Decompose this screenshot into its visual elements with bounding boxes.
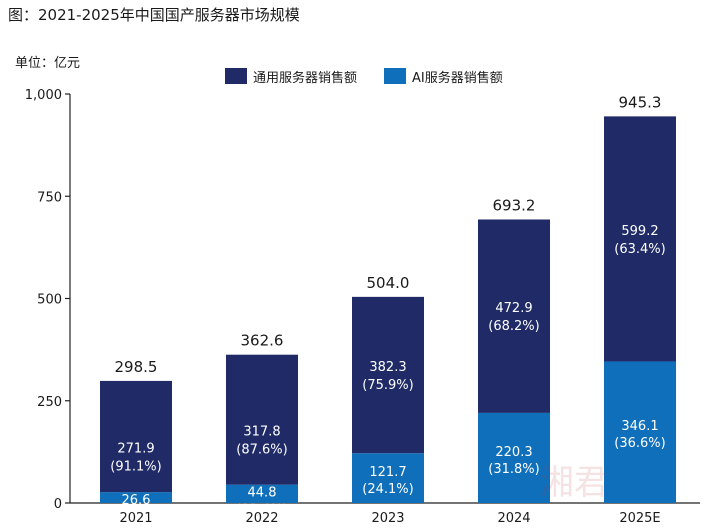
bar-general [604,116,676,362]
total-label: 298.5 [115,358,158,376]
total-label: 362.6 [241,332,284,350]
chart-title: 图：2021-2025年中国国产服务器市场规模 [8,6,300,24]
bar-ai [478,412,550,503]
general-share-label: (91.1%) [110,460,161,475]
y-tick-label: 250 [37,395,62,410]
bar-general [100,380,172,493]
y-tick-label: 1,000 [25,88,62,103]
x-tick-label: 2021 [119,511,152,526]
bar-ai [352,453,424,503]
y-tick-label: 0 [54,497,62,512]
unit-label: 单位：亿元 [15,56,81,71]
general-value-label: 599.2 [621,224,658,239]
x-tick-label: 2024 [497,511,530,526]
ai-value-label: 220.3 [495,445,532,460]
y-tick-label: 750 [37,190,62,205]
bar-general [352,296,424,454]
general-value-label: 382.3 [369,360,406,375]
legend-label-ai: AI服务器销售额 [412,70,503,86]
ai-value-label: 26.6 [122,493,151,508]
bar-general [478,219,550,413]
total-label: 504.0 [367,274,410,292]
general-share-label: (63.4%) [614,242,665,257]
general-value-label: 317.8 [243,425,280,440]
x-tick-label: 2025E [619,511,660,526]
general-share-label: (87.6%) [236,443,287,458]
legend-ai: AI服务器销售额 [384,67,503,86]
ai-value-label: 121.7 [369,465,406,480]
general-value-label: 472.9 [495,301,532,316]
y-tick-label: 500 [37,293,62,308]
legend-swatch-ai [384,68,406,84]
total-label: 693.2 [493,196,536,214]
bar-ai [100,492,172,503]
x-tick-label: 2023 [371,511,404,526]
ai-value-label: 346.1 [621,419,658,434]
ai-share-label: (36.6%) [614,436,665,451]
ai-share-label: (31.8%) [488,462,539,477]
ai-share-label: (24.1%) [362,482,413,497]
ai-share-label: (8.9%) [114,510,157,525]
general-value-label: 271.9 [117,442,154,457]
legend-swatch-general [225,68,247,84]
general-share-label: (75.9%) [362,378,413,393]
bar-ai [604,361,676,503]
x-tick-label: 2022 [245,511,278,526]
general-share-label: (68.2%) [488,319,539,334]
legend-label-general: 通用服务器销售额 [253,70,358,86]
bar-general [226,354,298,485]
legend-general: 通用服务器销售额 [225,67,358,86]
ai-value-label: 44.8 [248,486,277,501]
ai-share-label: (12.4%) [236,503,287,518]
total-label: 945.3 [619,93,662,111]
bar-ai [226,484,298,503]
